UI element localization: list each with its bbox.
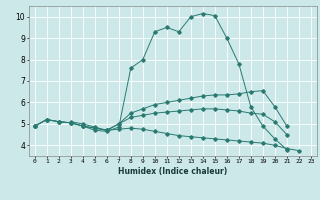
X-axis label: Humidex (Indice chaleur): Humidex (Indice chaleur)	[118, 167, 228, 176]
